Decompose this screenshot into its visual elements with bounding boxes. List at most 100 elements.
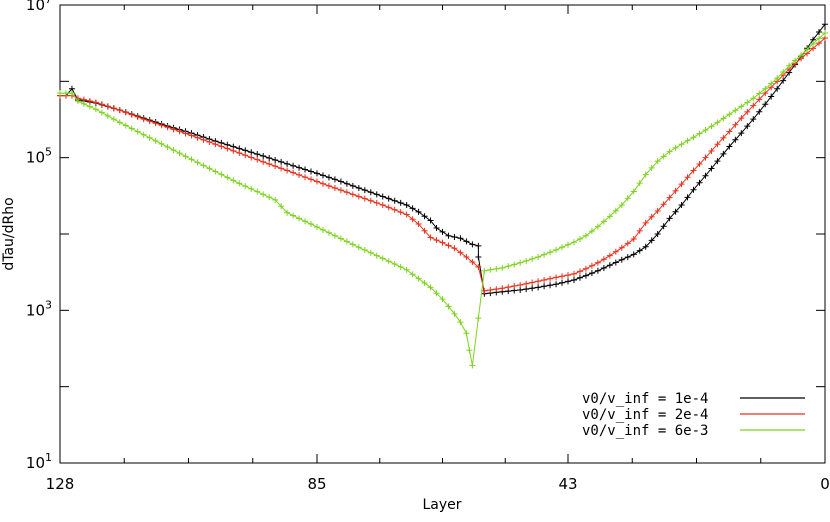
data-point	[630, 188, 637, 195]
data-point	[266, 161, 273, 168]
data-point	[672, 187, 679, 194]
data-point	[690, 167, 697, 174]
data-point	[654, 208, 661, 215]
data-point	[475, 263, 482, 270]
data-point	[547, 275, 554, 282]
y-tick-label: 103	[26, 298, 52, 319]
data-point	[606, 213, 613, 220]
data-point	[618, 201, 625, 208]
data-point	[582, 232, 589, 239]
data-point	[391, 206, 398, 213]
data-point	[732, 121, 739, 128]
data-point	[720, 134, 727, 141]
data-point	[385, 195, 392, 202]
data-point	[702, 172, 709, 179]
data-point	[308, 176, 315, 183]
data-point	[702, 127, 709, 134]
data-point	[469, 241, 476, 248]
data-point	[553, 246, 560, 253]
series-2	[57, 34, 828, 294]
data-point	[582, 272, 589, 279]
data-point	[391, 197, 398, 204]
data-point	[732, 107, 739, 114]
data-point	[523, 257, 530, 264]
data-point	[248, 154, 255, 161]
data-point	[427, 284, 434, 291]
data-point	[582, 265, 589, 272]
data-point	[756, 108, 763, 115]
data-point	[379, 201, 386, 208]
data-point	[122, 122, 129, 129]
data-point	[499, 264, 506, 271]
data-point	[762, 101, 769, 108]
data-point	[349, 182, 356, 189]
y-axis-title: dTau/dRho	[1, 197, 17, 270]
data-point	[475, 315, 482, 322]
data-point	[576, 235, 583, 242]
data-point	[666, 215, 673, 222]
data-point	[349, 191, 356, 198]
data-point	[379, 193, 386, 200]
data-point	[756, 96, 763, 103]
data-point	[403, 201, 410, 208]
data-point	[672, 144, 679, 151]
data-point	[361, 195, 368, 202]
data-point	[212, 168, 219, 175]
data-point	[302, 166, 309, 173]
data-point	[218, 171, 225, 178]
data-point	[451, 233, 458, 240]
data-point	[308, 221, 315, 228]
data-point	[559, 273, 566, 280]
data-point	[415, 221, 422, 228]
data-point	[337, 178, 344, 185]
data-point	[260, 158, 267, 165]
data-point	[618, 256, 625, 263]
data-point	[636, 227, 643, 234]
data-point	[325, 182, 332, 189]
data-point	[642, 171, 649, 178]
data-point	[278, 203, 285, 210]
data-point	[349, 241, 356, 248]
data-point	[547, 282, 554, 289]
data-point	[505, 284, 512, 291]
y-tick-label: 105	[26, 146, 52, 167]
data-point	[200, 162, 207, 169]
data-point	[529, 255, 536, 262]
data-point	[576, 268, 583, 275]
data-point	[511, 261, 518, 268]
data-point	[319, 172, 326, 179]
data-point	[146, 118, 153, 125]
data-point	[588, 262, 595, 269]
data-point	[116, 107, 123, 114]
data-point	[104, 112, 111, 119]
data-point	[642, 219, 649, 226]
legend-label: v0/v_inf = 6e-3	[582, 423, 708, 439]
data-point	[786, 62, 793, 69]
data-point	[319, 180, 326, 187]
data-point	[708, 123, 715, 130]
data-point	[696, 130, 703, 137]
data-point	[361, 187, 368, 194]
data-point	[720, 150, 727, 157]
data-point	[308, 168, 315, 175]
data-point	[594, 267, 601, 274]
data-point	[236, 180, 243, 187]
data-point	[565, 278, 572, 285]
data-point	[242, 152, 249, 159]
data-point	[421, 280, 428, 287]
data-point	[355, 244, 362, 251]
data-point	[720, 115, 727, 122]
data-point	[128, 125, 135, 132]
y-tick-label: 107	[26, 0, 52, 14]
data-point	[541, 283, 548, 290]
x-tick-label: 128	[46, 475, 75, 493]
data-point	[439, 296, 446, 303]
data-point	[469, 258, 476, 265]
data-point	[702, 154, 709, 161]
data-point	[343, 238, 350, 245]
data-point	[170, 147, 177, 154]
data-point	[612, 207, 619, 214]
x-tick-label: 85	[307, 475, 326, 493]
data-point	[600, 264, 607, 271]
data-point	[744, 108, 751, 115]
